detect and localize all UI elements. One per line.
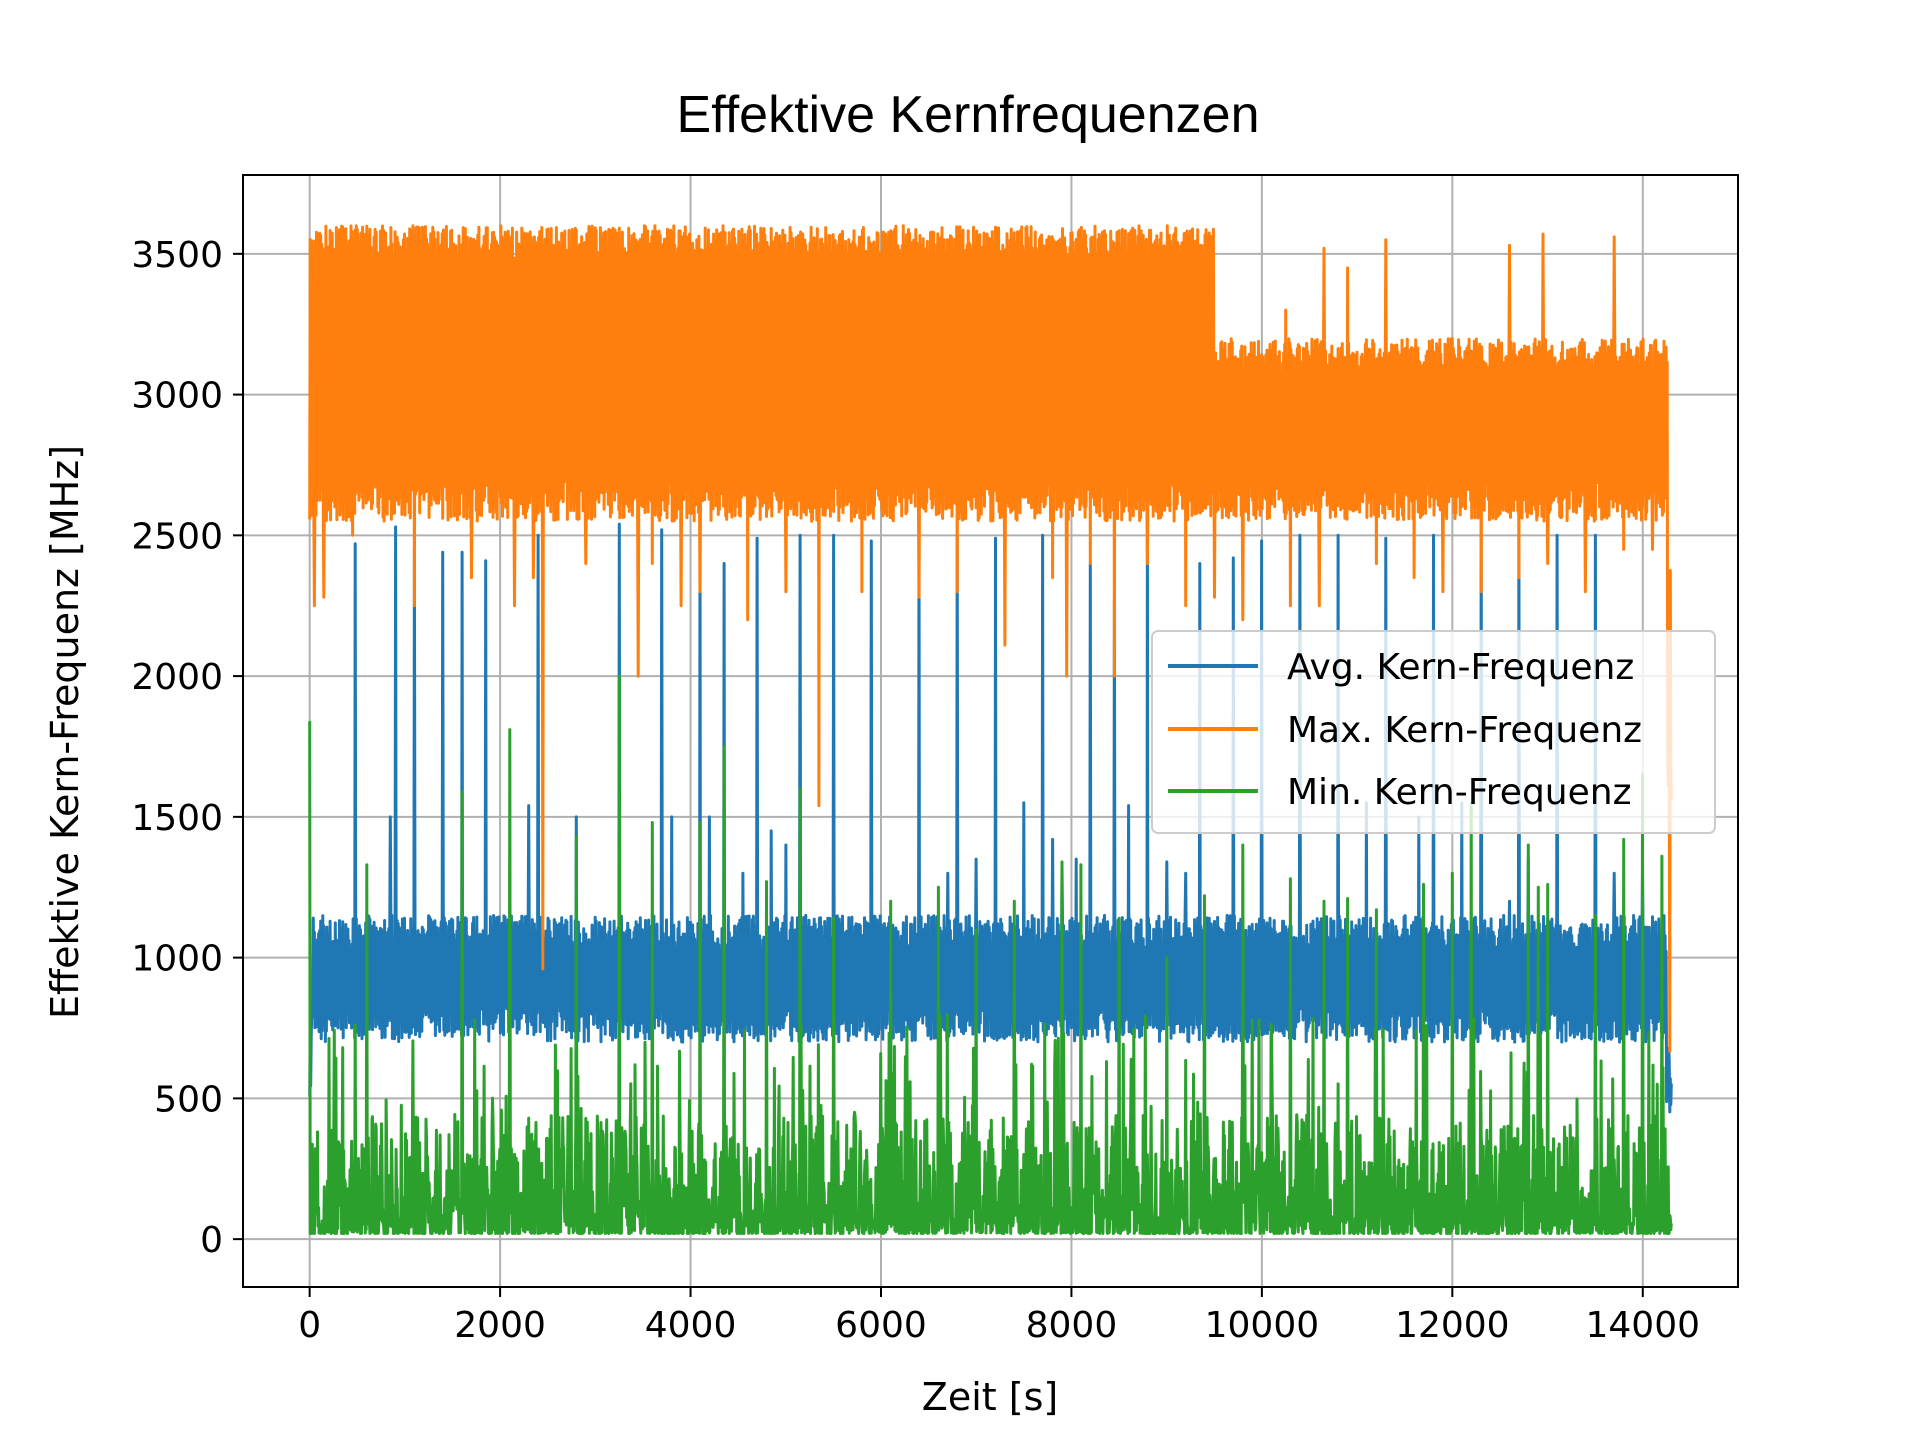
y-tick-label: 1500 bbox=[131, 798, 223, 839]
legend-label-avg: Avg. Kern-Frequenz bbox=[1287, 647, 1634, 688]
x-tick-label: 6000 bbox=[835, 1305, 927, 1346]
plot-frame bbox=[242, 174, 1739, 1288]
series-line-min bbox=[308, 674, 1673, 1235]
x-tick-label: 10000 bbox=[1205, 1305, 1320, 1346]
legend-label-min: Min. Kern-Frequenz bbox=[1287, 772, 1631, 813]
x-tick-label: 8000 bbox=[1026, 1305, 1118, 1346]
y-tick-label: 2500 bbox=[131, 516, 223, 557]
y-tick-label: 1000 bbox=[131, 939, 223, 980]
x-tick-label: 12000 bbox=[1395, 1305, 1510, 1346]
legend-label-max: Max. Kern-Frequenz bbox=[1287, 710, 1642, 751]
y-tick-label: 0 bbox=[200, 1220, 223, 1261]
x-tick-label: 14000 bbox=[1586, 1305, 1701, 1346]
series-layer bbox=[308, 224, 1673, 1235]
y-tick-label: 500 bbox=[154, 1079, 223, 1120]
series-line-avg bbox=[308, 522, 1673, 1114]
chart-title: Effektive Kernfrequenzen bbox=[677, 86, 1260, 144]
y-axis-label: Effektive Kern-Frequenz [MHz] bbox=[43, 445, 87, 1019]
series-line-max bbox=[308, 224, 1673, 1053]
x-axis-label: Zeit [s] bbox=[922, 1375, 1058, 1419]
axis-ticks: 0 2000 4000 6000 8000 10000 12000 14000 0 500 1000… bbox=[131, 235, 1700, 1346]
legend: Avg. Kern-Frequenz Max. Kern-Frequenz Mi… bbox=[1151, 630, 1716, 834]
x-tick-label: 0 bbox=[298, 1305, 321, 1346]
y-tick-label: 3000 bbox=[131, 376, 223, 417]
legend-box bbox=[1151, 630, 1716, 834]
x-tick-label: 2000 bbox=[454, 1305, 546, 1346]
x-tick-label: 4000 bbox=[645, 1305, 737, 1346]
y-tick-label: 3500 bbox=[131, 235, 223, 276]
y-tick-label: 2000 bbox=[131, 657, 223, 698]
